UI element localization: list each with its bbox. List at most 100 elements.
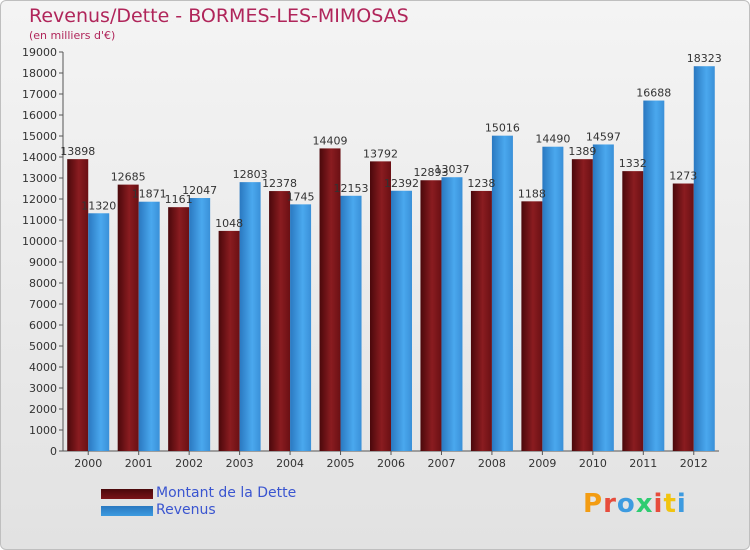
- y-tick-label: 6000: [29, 319, 57, 332]
- bar-revenus: [138, 201, 160, 451]
- chart-title: Revenus/Dette - BORMES-LES-MIMOSAS: [29, 5, 409, 27]
- y-tick-label: 1000: [29, 424, 57, 437]
- bar-value-label: 16688: [636, 87, 671, 100]
- bar-dette: [168, 207, 190, 451]
- bar-dette: [470, 190, 492, 451]
- bar-dette: [420, 180, 442, 451]
- y-tick-label: 8000: [29, 277, 57, 290]
- logo-letter: i: [653, 489, 664, 519]
- bar-dette: [218, 230, 240, 451]
- x-tick-label: 2002: [175, 457, 203, 470]
- bar-value-label: 1238: [467, 177, 495, 190]
- bar-value-label: 12803: [233, 168, 268, 181]
- y-tick-label: 18000: [22, 67, 57, 80]
- logo-letter: o: [616, 489, 636, 519]
- bar-dette: [370, 161, 391, 452]
- y-tick-label: 9000: [29, 256, 57, 269]
- legend-swatch-dette: [101, 489, 153, 499]
- bar-value-label: 1332: [619, 157, 647, 170]
- bar-value-label: 12392: [384, 177, 419, 190]
- y-tick-label: 10000: [22, 235, 57, 248]
- logo-letter: r: [603, 489, 617, 519]
- bar-value-label: 1389: [568, 145, 596, 158]
- chart-subtitle: (en milliers d'€): [29, 29, 116, 42]
- bar-revenus: [592, 144, 614, 451]
- x-tick-label: 2007: [427, 457, 455, 470]
- bar-dette: [672, 183, 694, 451]
- y-tick-label: 19000: [22, 46, 57, 59]
- y-tick-label: 14000: [22, 151, 57, 164]
- bar-revenus: [239, 182, 261, 451]
- bar-value-label: 12378: [262, 177, 297, 190]
- y-tick-label: 12000: [22, 193, 57, 206]
- bar-dette: [571, 159, 593, 451]
- bar-value-label: 13898: [60, 145, 95, 158]
- y-tick-label: 17000: [22, 88, 57, 101]
- x-axis: 2000 2001 2002 2003 2004 2005 2006 2007 2008 2009…: [63, 450, 719, 470]
- x-tick-label: 2008: [478, 457, 506, 470]
- legend-swatch-revenus: [101, 506, 153, 516]
- x-tick-label: 2011: [629, 457, 657, 470]
- bar-value-label: 14490: [535, 133, 570, 146]
- bar-value-label: 15016: [485, 122, 520, 135]
- bar-value-label: 1048: [215, 217, 243, 230]
- bar-dette: [269, 191, 291, 451]
- bar-revenus: [542, 146, 564, 451]
- proxiti-logo: Proxiti: [583, 489, 687, 519]
- bar-value-label: 1161: [165, 193, 193, 206]
- y-axis: 0 1000 2000 3000 4000 5000 6000 7000 8000 9000 100…: [22, 46, 64, 458]
- y-tick-label: 2000: [29, 403, 57, 416]
- legend-label-revenus: Revenus: [156, 502, 216, 518]
- bar-dette: [622, 171, 644, 451]
- bar-value-label: 12047: [182, 184, 217, 197]
- y-tick-label: 0: [50, 445, 57, 458]
- bar-revenus: [441, 177, 463, 451]
- y-tick-label: 5000: [29, 340, 57, 353]
- bar-labels-group: 1389811320126851187111611204710481280312…: [60, 52, 722, 230]
- bar-revenus: [643, 100, 665, 451]
- bar-revenus: [88, 213, 110, 451]
- logo-letter: x: [635, 489, 654, 519]
- logo-letter: t: [663, 489, 677, 519]
- bar-value-label: 11320: [81, 199, 116, 212]
- bar-value-label: 18323: [687, 52, 722, 65]
- bar-dette: [319, 148, 341, 451]
- bar-revenus: [491, 135, 513, 451]
- y-tick-label: 11000: [22, 214, 57, 227]
- y-tick-label: 7000: [29, 298, 57, 311]
- bar-dette: [67, 159, 89, 451]
- y-tick-label: 3000: [29, 382, 57, 395]
- x-tick-label: 2006: [377, 457, 405, 470]
- x-tick-label: 2003: [226, 457, 254, 470]
- y-tick-label: 16000: [22, 109, 57, 122]
- logo-letter: i: [676, 489, 687, 519]
- bar-revenus: [290, 204, 312, 451]
- logo-letter: P: [583, 489, 604, 519]
- bar-value-label: 1745: [287, 190, 315, 203]
- bar-value-label: 1273: [669, 170, 697, 183]
- bar-dette: [117, 184, 139, 452]
- bar-value-label: 12153: [334, 182, 369, 195]
- bar-dette: [521, 201, 543, 451]
- x-tick-label: 2001: [125, 457, 153, 470]
- x-tick-label: 2009: [528, 457, 556, 470]
- bar-value-label: 13792: [363, 147, 398, 160]
- bar-value-label: 1188: [518, 187, 546, 200]
- x-tick-label: 2000: [74, 457, 102, 470]
- x-tick-label: 2010: [579, 457, 607, 470]
- bar-value-label: 12893: [413, 166, 448, 179]
- y-tick-label: 4000: [29, 361, 57, 374]
- bar-value-label: 11871: [132, 188, 167, 201]
- legend-label-dette: Montant de la Dette: [156, 485, 297, 501]
- bars-group: [67, 66, 715, 452]
- bar-value-label: 14597: [586, 130, 621, 143]
- bar-value-label: 12685: [111, 171, 146, 184]
- bar-revenus: [189, 198, 211, 451]
- y-tick-label: 15000: [22, 130, 57, 143]
- bar-revenus: [391, 190, 412, 451]
- bar-revenus: [340, 195, 362, 451]
- x-tick-label: 2005: [327, 457, 355, 470]
- bar-revenus: [693, 66, 715, 451]
